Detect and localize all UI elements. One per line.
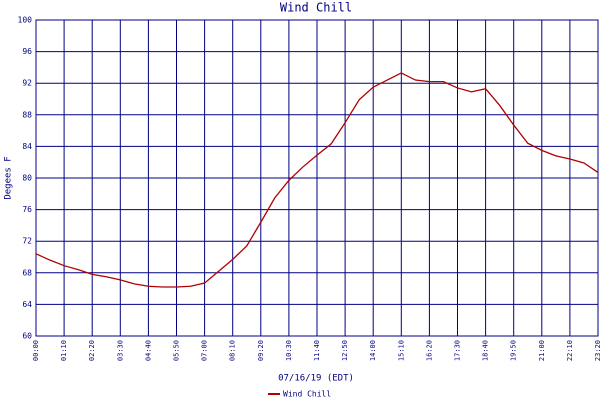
y-axis-title: Degees F (4, 156, 14, 199)
y-tick-label: 88 (22, 110, 32, 119)
y-tick-label: 84 (22, 142, 32, 151)
data-line (35, 72, 599, 288)
x-tick-label: 19:50 (510, 340, 518, 361)
x-tick-label: 00:00 (32, 340, 40, 361)
x-tick-label: 09:20 (257, 340, 265, 361)
x-tick-label: 18:40 (482, 340, 490, 361)
x-tick-label: 05:50 (173, 340, 181, 361)
x-tick-label: 17:30 (454, 340, 462, 361)
legend-label: Wind Chill (283, 390, 331, 399)
x-tick-label: 12:50 (341, 340, 349, 361)
x-tick-label: 10:30 (285, 340, 293, 361)
x-tick-label: 15:10 (397, 340, 405, 361)
chart-title: Wind Chill (280, 1, 352, 15)
x-tick-label: 04:40 (144, 340, 152, 361)
y-tick-label: 76 (22, 205, 32, 214)
y-tick-label: 72 (22, 237, 32, 246)
x-tick-label: 08:10 (229, 340, 237, 361)
y-tick-label: 96 (22, 47, 32, 56)
x-tick-label: 22:10 (566, 340, 574, 361)
y-tick-label: 60 (22, 332, 32, 341)
y-tick-label: 68 (22, 268, 32, 277)
x-tick-label: 14:00 (369, 340, 377, 361)
y-tick-label: 80 (22, 174, 32, 183)
x-tick-label: 11:40 (313, 340, 321, 361)
x-tick-label: 21:00 (538, 340, 546, 361)
x-tick-label: 23:20 (594, 340, 600, 361)
x-tick-label: 01:10 (60, 340, 68, 361)
x-tick-label: 02:20 (88, 340, 96, 361)
y-tick-label: 64 (22, 300, 32, 309)
x-tick-label: 07:00 (201, 340, 209, 361)
x-axis-title: 07/16/19 (EDT) (278, 374, 354, 384)
y-tick-label: 100 (18, 16, 33, 25)
x-tick-label: 03:30 (116, 340, 124, 361)
y-tick-label: 92 (22, 79, 32, 88)
x-tick-label: 16:20 (425, 340, 433, 361)
